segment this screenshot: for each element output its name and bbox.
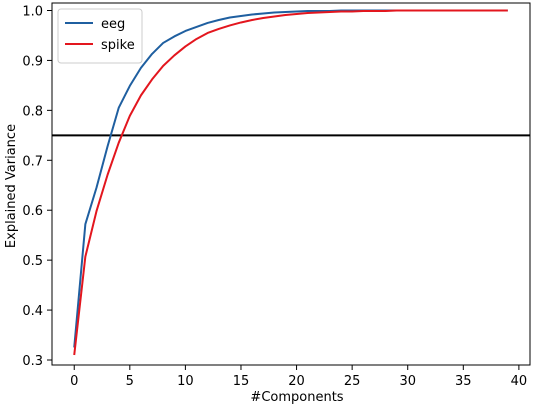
y-tick-label: 0.7: [22, 154, 43, 169]
legend-label-spike: spike: [101, 38, 135, 53]
x-tick-label: 35: [455, 374, 472, 389]
x-tick-label: 15: [233, 374, 250, 389]
plot-area: [52, 9, 530, 356]
y-tick-label: 0.5: [22, 254, 43, 269]
y-tick-label: 0.3: [22, 354, 43, 369]
x-tick-label: 0: [70, 374, 78, 389]
x-tick-label: 5: [126, 374, 134, 389]
series-line-spike: [73, 9, 508, 356]
legend: eeg spike: [57, 8, 143, 64]
axes-frame: [51, 2, 531, 366]
y-tick-label: 0.9: [22, 54, 43, 69]
axes: 0 5 10 15 20 25 30 35 40 0.3 0.4 0.5 0.6 0.7 0.8 0.9 1.0: [22, 2, 531, 389]
legend-label-eeg: eeg: [101, 17, 125, 32]
x-tick-label: 20: [288, 374, 305, 389]
legend-box: [57, 8, 143, 64]
x-tick-label: 40: [511, 374, 528, 389]
x-tick-label: 10: [177, 374, 194, 389]
y-tick-label: 0.8: [22, 104, 43, 119]
y-axis-label: Explained Variance: [4, 124, 19, 248]
x-tick-label: 30: [399, 374, 416, 389]
x-tick-label: 25: [344, 374, 361, 389]
y-tick-label: 1.0: [22, 4, 43, 19]
x-axis-label: #Components: [250, 390, 343, 405]
y-tick-label: 0.4: [22, 304, 43, 319]
y-tick-label: 0.6: [22, 204, 43, 219]
